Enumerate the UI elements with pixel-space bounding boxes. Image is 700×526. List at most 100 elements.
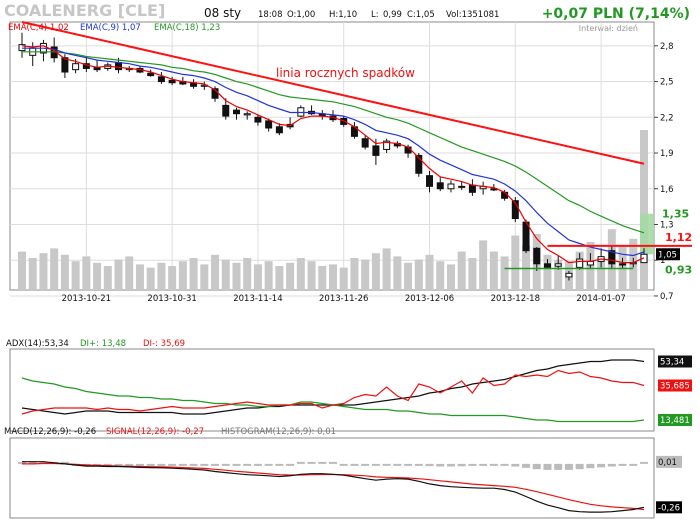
histogram-bar [60, 461, 69, 464]
candle-down [619, 263, 627, 266]
histogram-bar [618, 463, 627, 466]
adx-panel [9, 348, 655, 432]
x-tick-label: 2013-11-26 [319, 294, 368, 304]
volume-bar [275, 266, 284, 290]
target-box [640, 213, 654, 255]
x-tick-label: 2013-11-14 [233, 294, 282, 304]
histogram-bar [135, 463, 144, 466]
volume-bar [446, 264, 455, 290]
histogram-bar [361, 463, 370, 466]
ema18-line [22, 51, 645, 234]
volume-bar [640, 130, 648, 290]
histogram-bar [307, 461, 316, 464]
legend-signal: SIGNAL(12,26,9): -0,27 [106, 427, 204, 437]
adx-value-box [658, 379, 692, 392]
price-axis: 2,8 2,5 2,2 1,9 1,6 1,3 1 0,7 [654, 42, 674, 302]
candle-down [533, 247, 541, 265]
candle-down [275, 126, 283, 134]
volume-bar [264, 261, 273, 290]
candle-down [468, 184, 476, 193]
histogram-bar [511, 463, 520, 467]
resistance-label: 1,12 [665, 231, 692, 244]
histogram-bar [414, 463, 423, 466]
trendline [21, 21, 645, 165]
histogram-bar [275, 463, 284, 466]
volume-bars [18, 130, 648, 290]
histogram-bar [393, 463, 402, 466]
histogram-bar [607, 463, 616, 467]
header-close: C:1,05 [407, 10, 435, 20]
volume-bar [468, 258, 477, 290]
interval-label: Interwał: dzień [579, 24, 638, 33]
volume-bar [296, 258, 305, 290]
header-volume: Vol:1351081 [446, 10, 499, 20]
x-tick-label: 2013-12-18 [491, 294, 540, 304]
histogram-bar [479, 463, 488, 466]
volume-bar [125, 256, 134, 290]
volume-bar [103, 266, 112, 290]
y-tick-label: 1,3 [660, 220, 674, 230]
volume-bar [307, 261, 316, 290]
header-low-label: L: [371, 10, 379, 20]
volume-bar [39, 253, 48, 290]
candle-down [265, 120, 273, 129]
ticker-title: COALENERG [CLE] [4, 1, 165, 20]
legend-histogram: HISTOGRAM(12,26,9): 0,01 [221, 427, 336, 437]
volume-bar [371, 253, 380, 290]
candle-up [383, 140, 391, 150]
histogram-bar [532, 463, 541, 470]
histogram-bar [125, 463, 134, 466]
adx-value-label: 13,481 [660, 416, 690, 426]
x-tick-label: 2013-10-31 [147, 294, 196, 304]
candle-up [458, 185, 466, 188]
histogram-bar [103, 463, 112, 466]
candle-down [222, 104, 230, 117]
candle-down [157, 76, 165, 83]
volume-bar [146, 267, 155, 290]
histogram-bar [446, 463, 455, 467]
x-tick-label: 2014-01-07 [576, 294, 625, 304]
histogram-bar [296, 461, 305, 464]
volume-bar [489, 251, 498, 290]
macd-value-label: 0,01 [658, 458, 677, 468]
candle-up [447, 183, 455, 190]
volume-bar [597, 258, 606, 290]
histogram-bar [586, 463, 595, 469]
legend-ema18: EMA(C,18) 1,23 [154, 23, 220, 33]
price-panel [9, 21, 655, 291]
adx-value-labels: 53,34 35,685 13,481 [658, 355, 692, 426]
adx-value-label: 35,685 [660, 382, 690, 392]
legend-ema9: EMA(C,9) 1,07 [80, 23, 141, 33]
histogram-bar [318, 461, 327, 464]
last-price-label: 1,05 [658, 250, 677, 260]
support-label: 0,93 [665, 264, 692, 277]
volume-bar [500, 256, 509, 290]
histogram-bar [114, 463, 123, 466]
histogram-bar [329, 461, 337, 464]
macd-histogram [18, 461, 648, 470]
macd-value-box [656, 501, 682, 514]
header-time: 18:08 [258, 10, 283, 20]
adx-line [21, 359, 645, 415]
volume-bar [253, 264, 262, 290]
y-tick-label: 1,6 [660, 185, 674, 195]
volume-bar [425, 254, 434, 290]
histogram-bar [232, 463, 241, 466]
histogram-bar [640, 461, 648, 464]
legend-di-minus: DI-: 35,69 [143, 339, 185, 349]
signal-line [22, 462, 645, 511]
candle-down [415, 154, 423, 174]
volume-bar [393, 256, 402, 290]
macd-value-box [656, 455, 682, 468]
last-price-box [656, 248, 680, 261]
histogram-bar [168, 463, 177, 466]
volume-bar [189, 258, 198, 290]
volume-bar [543, 254, 552, 290]
volume-bar [479, 240, 488, 290]
volume-bar [318, 266, 327, 290]
volume-bar [168, 266, 177, 290]
histogram-bar [189, 463, 198, 466]
volume-bar [18, 251, 26, 290]
candle-up [576, 258, 584, 268]
